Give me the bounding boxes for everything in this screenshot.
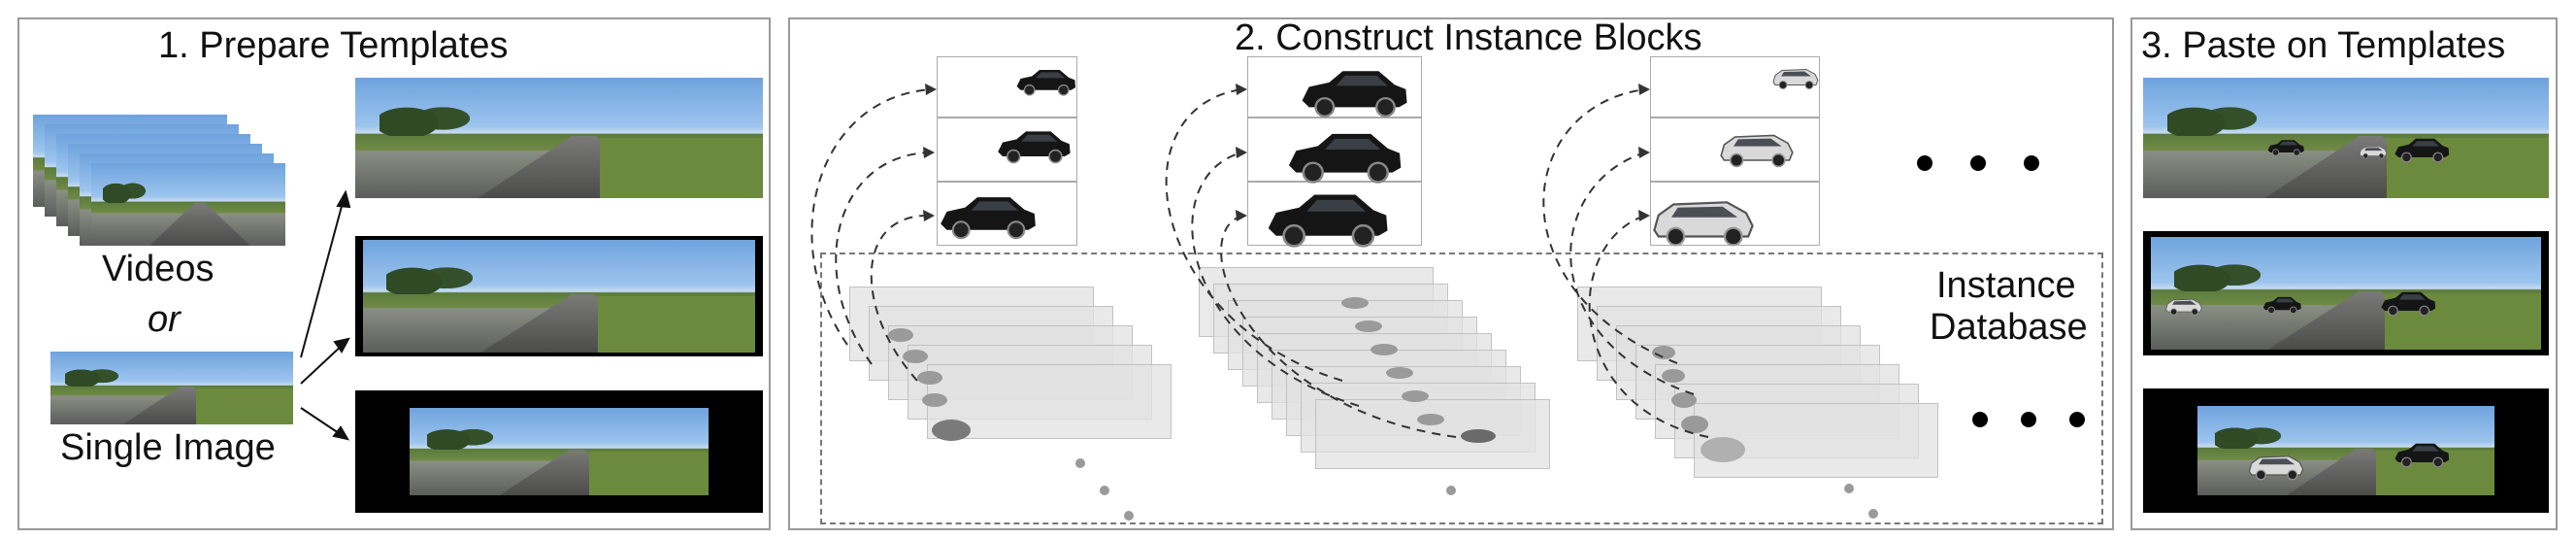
prepare-templates-title: 1. Prepare Templates <box>158 25 509 66</box>
template-padded-sides <box>355 236 763 356</box>
selection-arrows <box>810 88 1709 438</box>
result-full <box>2143 78 2549 198</box>
instance-database-box <box>820 253 2103 524</box>
single-image <box>50 352 293 424</box>
template-arrows <box>300 189 351 441</box>
videos-label: Videos <box>102 249 215 289</box>
arrowheads <box>923 84 1650 221</box>
video-frame <box>91 163 285 246</box>
paste-on-templates-title: 3. Paste on Templates <box>2141 25 2506 66</box>
instance-database-label-line1: Instance <box>1936 265 2076 306</box>
or-label: or <box>148 299 181 340</box>
template-full <box>355 78 763 198</box>
result-padded-sides <box>2143 231 2549 355</box>
construct-instance-blocks-title: 2. Construct Instance Blocks <box>1235 17 1702 58</box>
instance-database-label-line2: Database <box>1930 307 2088 348</box>
template-padded-all <box>355 390 763 513</box>
single-image-label: Single Image <box>60 427 276 468</box>
